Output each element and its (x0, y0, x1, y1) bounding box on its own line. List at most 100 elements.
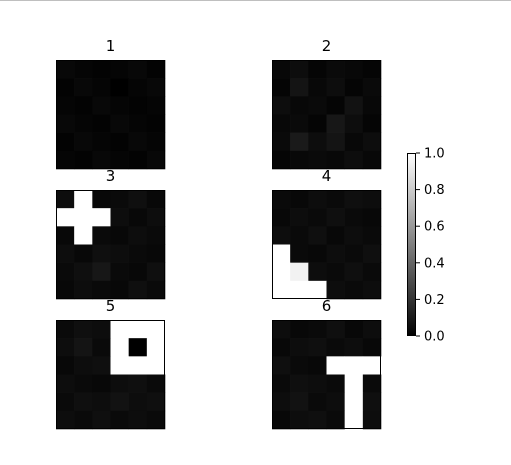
heatmap-cell (56, 244, 75, 263)
heatmap-cell (74, 280, 93, 300)
heatmap-cell (326, 150, 345, 170)
heatmap-cell (146, 150, 166, 170)
heatmap-cell (128, 356, 148, 375)
heatmap-cell (290, 226, 309, 245)
heatmap-cell (272, 392, 291, 412)
colorbar-tick-label: 1.0 (424, 147, 445, 162)
heatmap-cell (326, 114, 345, 133)
heatmap-cell (272, 96, 291, 115)
heatmap-cell (308, 132, 327, 152)
panel-frame (272, 60, 381, 169)
heatmap-cell (308, 374, 327, 393)
heatmap-cell (128, 226, 148, 245)
heatmap-cell (74, 150, 93, 170)
heatmap-cell (92, 208, 111, 227)
heatmap-cell (92, 244, 111, 263)
heatmap-cell (128, 150, 148, 170)
heatmap-cell (290, 280, 309, 300)
panel-5: 5 (56, 297, 166, 430)
heatmap-cell (308, 338, 327, 357)
heatmap-cell (326, 280, 345, 300)
panel-title: 4 (322, 167, 332, 185)
heatmap-cell (362, 226, 382, 245)
heatmap-cell (56, 78, 75, 97)
heatmap-cell (362, 320, 382, 339)
heatmap-cell (272, 226, 291, 245)
heatmap-cell (326, 60, 345, 79)
colorbar-tick-label: 0.0 (424, 330, 445, 345)
heatmap-cell (74, 190, 93, 209)
panel-title: 5 (106, 297, 116, 315)
heatmap-cell (92, 374, 111, 393)
heatmap-cell (56, 338, 75, 357)
heatmap-cell (344, 374, 364, 393)
heatmap-cell (92, 320, 111, 339)
heatmap-cell (272, 150, 291, 170)
heatmap-cell (92, 60, 111, 79)
heatmap-cell (110, 392, 129, 412)
heatmap-cell (290, 410, 309, 430)
panel-1: 1 (56, 37, 166, 170)
heatmap-cell (290, 320, 309, 339)
heatmap-cell (344, 320, 364, 339)
heatmap-cell (128, 338, 148, 357)
heatmap-cell (146, 78, 166, 97)
heatmap-cell (308, 208, 327, 227)
heatmap-cell (344, 208, 364, 227)
heatmap-cell (308, 262, 327, 282)
heatmap-cell (272, 114, 291, 133)
heatmap-cell (362, 132, 382, 152)
heatmap-cell (110, 338, 129, 357)
heatmap-cell (110, 114, 129, 133)
heatmap-cell (290, 150, 309, 170)
heatmap-cell (326, 226, 345, 245)
heatmap-cell (326, 392, 345, 412)
heatmap-cell (110, 226, 129, 245)
heatmap-cell (326, 410, 345, 430)
panel-frame (272, 190, 381, 299)
heatmap-cell (326, 96, 345, 115)
colorbar-tick-label: 0.2 (424, 293, 445, 308)
heatmap-cell (56, 96, 75, 115)
heatmap-cell (128, 262, 148, 282)
heatmap-cell (74, 356, 93, 375)
heatmap-cell (128, 410, 148, 430)
heatmap-cell (110, 132, 129, 152)
heatmap-cell (92, 356, 111, 375)
heatmap-cell (146, 392, 166, 412)
heatmap-cell (362, 96, 382, 115)
heatmap-cell (56, 410, 75, 430)
panel-6: 6 (272, 297, 382, 430)
heatmap-cell (74, 262, 93, 282)
heatmap-cell (56, 392, 75, 412)
heatmap-cell (92, 150, 111, 170)
heatmap-cell (308, 356, 327, 375)
heatmap-cell (128, 392, 148, 412)
heatmap-cell (272, 78, 291, 97)
heatmap-cell (362, 150, 382, 170)
heatmap-cell (74, 226, 93, 245)
heatmap-cell (272, 132, 291, 152)
heatmap-cell (110, 262, 129, 282)
heatmap-cell (74, 114, 93, 133)
heatmap-cell (110, 244, 129, 263)
heatmap-cell (128, 96, 148, 115)
heatmap-cell (362, 338, 382, 357)
heatmap-cell (56, 150, 75, 170)
heatmap-cell (308, 60, 327, 79)
heatmap-cell (110, 280, 129, 300)
heatmap-cell (110, 60, 129, 79)
heatmap-cell (344, 190, 364, 209)
heatmap-cell (362, 280, 382, 300)
heatmap-cell (92, 132, 111, 152)
heatmap-cell (326, 320, 345, 339)
heatmap-cell (74, 338, 93, 357)
heatmap-cell (308, 114, 327, 133)
heatmap-cell (146, 262, 166, 282)
heatmap-cell (74, 96, 93, 115)
heatmap-cell (362, 78, 382, 97)
heatmap-cell (308, 410, 327, 430)
heatmap-cell (290, 262, 309, 282)
heatmap-cell (272, 374, 291, 393)
heatmap-cell (146, 374, 166, 393)
